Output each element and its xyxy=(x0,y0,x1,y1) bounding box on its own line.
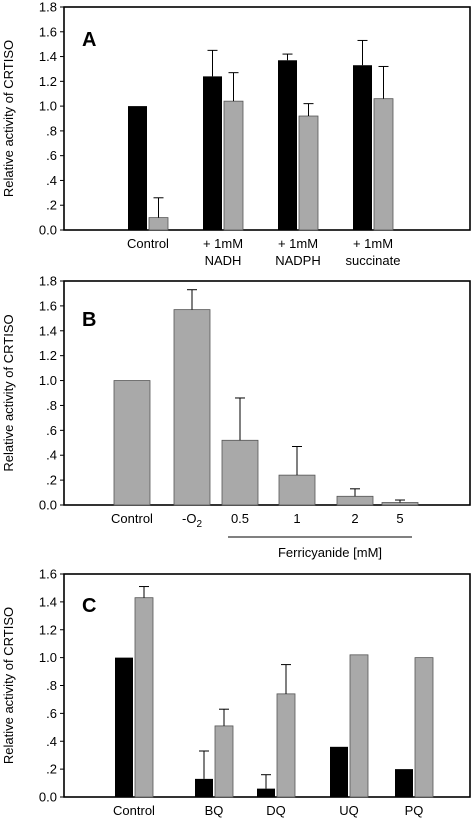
bar xyxy=(349,654,369,798)
y-tick-label: .4 xyxy=(46,448,57,463)
y-tick-label: 0.0 xyxy=(39,223,57,238)
bar xyxy=(336,495,374,506)
y-tick-label: .2 xyxy=(46,198,57,213)
bar xyxy=(395,769,413,797)
y-tick-label: 1.6 xyxy=(39,24,57,39)
y-tick-label: .8 xyxy=(46,123,57,138)
bar xyxy=(148,217,169,231)
bar xyxy=(276,693,296,798)
group-label: Ferricyanide [mM] xyxy=(278,545,382,560)
panel-letter: C xyxy=(82,595,96,617)
y-tick-label: .6 xyxy=(46,423,57,438)
bar xyxy=(115,657,133,797)
y-tick-label: 1.4 xyxy=(39,49,57,64)
y-tick-label: 1.8 xyxy=(39,0,57,15)
y-tick-label: 1.6 xyxy=(39,567,57,582)
x-tick-label: + 1mM xyxy=(353,236,393,251)
bar xyxy=(257,788,275,797)
x-tick-label: -O2 xyxy=(182,511,202,530)
x-tick-label: 0.5 xyxy=(231,511,249,526)
bar xyxy=(381,502,419,506)
panel-b: 0.0 .2 .4 .6 .8 1.0 1.2 1.4 1.6 1.8 Relative activ… xyxy=(1,274,471,560)
bar xyxy=(298,115,319,231)
y-tick-label: 1.0 xyxy=(39,650,57,665)
y-tick-label: 1.2 xyxy=(39,74,57,89)
x-tick-label: UQ xyxy=(339,803,359,818)
bar xyxy=(414,657,434,798)
y-tick-label: .2 xyxy=(46,473,57,488)
x-tick-label: 2 xyxy=(351,511,358,526)
y-axis-label: Relative activity of CRTISO xyxy=(1,607,16,764)
y-axis-label: Relative activity of CRTISO xyxy=(1,40,16,197)
y-tick-label: .4 xyxy=(46,173,57,188)
x-tick-label: NADPH xyxy=(275,253,321,268)
y-tick-label: .8 xyxy=(46,398,57,413)
y-tick-label: .4 xyxy=(46,734,57,749)
y-tick-label: 1.6 xyxy=(39,298,57,313)
panel-a: 0.0 .2 .4 .6 .8 1.0 1.2 1.4 1.6 1.8 Relative activ… xyxy=(1,0,471,268)
bar xyxy=(330,746,348,797)
bar xyxy=(113,380,151,506)
panel-c: 0.0 .2 .4 .6 .8 1.0 1.2 1.4 1.6 Relative activity… xyxy=(1,567,471,818)
bar xyxy=(221,439,259,506)
y-tick-label: 1.0 xyxy=(39,99,57,114)
x-tick-label: BQ xyxy=(205,803,224,818)
bar xyxy=(214,725,234,798)
bar xyxy=(353,65,372,230)
bar xyxy=(195,778,213,797)
y-tick-label: 1.0 xyxy=(39,373,57,388)
y-axis-label: Relative activity of CRTISO xyxy=(1,314,16,471)
x-tick-label: NADH xyxy=(205,253,242,268)
x-tick-label: + 1mM xyxy=(278,236,318,251)
y-tick-label: 1.4 xyxy=(39,323,57,338)
y-tick-label: .2 xyxy=(46,762,57,777)
bar xyxy=(278,60,297,231)
y-tick-label: 1.2 xyxy=(39,348,57,363)
x-tick-label: DQ xyxy=(266,803,286,818)
bar xyxy=(278,474,316,506)
y-tick-label: 1.2 xyxy=(39,622,57,637)
y-tick-label: 0.0 xyxy=(39,498,57,513)
x-tick-label: Control xyxy=(111,511,153,526)
bar xyxy=(173,309,211,506)
x-tick-label: 1 xyxy=(293,511,300,526)
panel-letter: A xyxy=(82,29,96,51)
y-tick-label: .6 xyxy=(46,706,57,721)
x-tick-label: Control xyxy=(127,236,169,251)
x-tick-label: 5 xyxy=(396,511,403,526)
y-tick-label: 1.8 xyxy=(39,274,57,289)
plot-frame xyxy=(63,280,471,506)
plot-frame xyxy=(63,6,471,231)
x-tick-label: succinate xyxy=(346,253,401,268)
x-tick-label: Control xyxy=(113,803,155,818)
subscript: 2 xyxy=(196,519,202,530)
panel-letter: B xyxy=(82,309,96,331)
bar xyxy=(134,597,154,798)
y-tick-label: 1.4 xyxy=(39,594,57,609)
bar xyxy=(128,106,147,230)
bar xyxy=(203,76,222,230)
x-tick-label: + 1mM xyxy=(203,236,243,251)
y-tick-label: 0.0 xyxy=(39,790,57,805)
y-tick-label: .8 xyxy=(46,678,57,693)
bar xyxy=(223,100,244,231)
bar xyxy=(373,98,394,231)
y-tick-label: .6 xyxy=(46,148,57,163)
x-tick-label: PQ xyxy=(405,803,424,818)
